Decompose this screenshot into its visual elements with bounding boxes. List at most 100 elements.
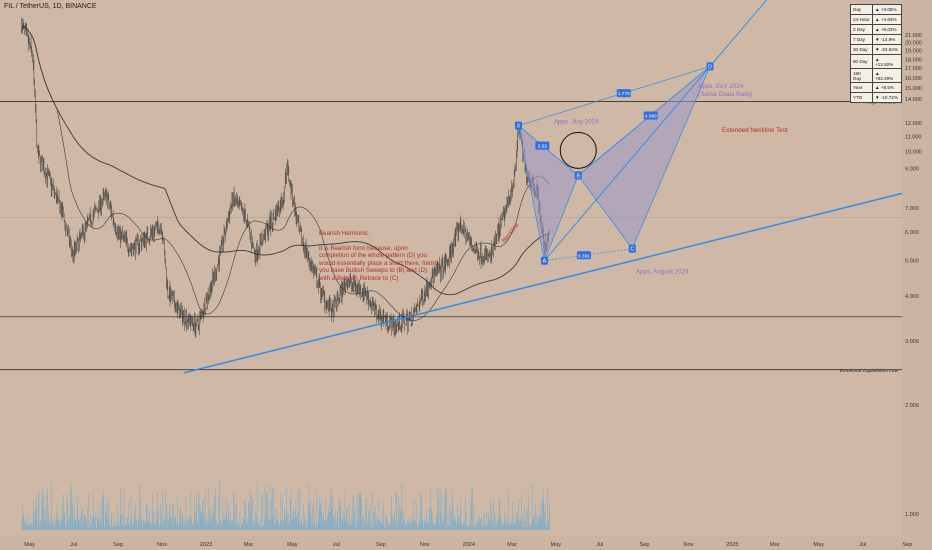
y-tick-label: 1.000 [905,512,919,518]
symbol-header: FIL / TetherUS, 1D, BINANCE [4,3,97,10]
performance-row: 7 Day ▼ -14.9% [850,34,902,45]
moving-average-line [21,25,550,322]
pattern-line-bd [578,66,711,176]
y-tick-label: 11.000 [905,135,921,141]
x-tick-label: Nov [157,542,167,548]
y-tick-label: 4.000 [905,294,919,300]
performance-value: ▲ +8.5% [872,82,902,93]
x-tick-label: Nov [420,542,430,548]
y-tick-label: 10.000 [905,150,922,156]
point-marker [574,171,582,180]
pattern-point-c: C [628,244,636,253]
pattern-note: Appx. EoY 2024 [698,83,744,90]
ratio-value: 0.52 [538,144,548,150]
note-body: It is Bearish form because, upon complet… [319,244,438,282]
pattern-line-ac [544,248,633,262]
target-circle [559,131,597,169]
point-marker [514,121,522,130]
performance-row: 3 Day ▲ +5.03% [850,24,902,35]
pattern-point-a: A [540,256,548,265]
ratio-box: 0.52 [535,141,550,150]
point-marker [706,62,714,71]
ratio-box: 1.779 [616,89,631,98]
y-tick-label: 12.000 [905,121,922,127]
y-tick-label: 5.000 [905,259,919,265]
point-label: C [630,247,634,253]
performance-period: Year [850,82,873,93]
y-tick-label: 3.000 [905,339,919,345]
performance-value: ▼ -14.9% [872,34,902,45]
neckline-label: Neckline [502,222,521,244]
ratio-box-bg [616,89,631,98]
performance-row: YTD ▼ -10.72% [850,92,902,103]
performance-period: 30 Day [850,44,873,55]
performance-value: ▲ +4.64% [872,14,902,25]
x-tick-label: Jul [333,542,340,548]
pattern-point-d: D [706,62,714,71]
ratio-value: 4.089 [645,113,657,119]
performance-period: 90 Day [850,54,873,69]
point-label: B [577,173,581,179]
x-tick-label: Sep [113,542,123,548]
ratio-box-bg [643,111,658,120]
performance-value: ▲ +82.49% [872,68,902,83]
y-tick-label: 17.000 [905,66,922,72]
x-tick-label: Jul [70,542,77,548]
level-label: Emotional Capitulation Low [840,368,899,374]
x-tick-label: Sep [640,542,650,548]
pattern-point-b: B [574,171,582,180]
ratio-box-bg [535,141,550,150]
performance-row: 24-Hour ▲ +4.64% [850,14,902,25]
x-tick-label: Sep [376,542,386,548]
point-label: D [708,64,712,70]
pattern-note: (Santa Claus Rally) [698,91,752,98]
pattern-line-xb [518,125,579,176]
x-tick-label: 2023 [200,542,212,548]
performance-row: 90 Day ▲ +12.92% [850,54,902,69]
ratio-box: 0.391 [576,251,591,260]
performance-period: 3 Day [850,24,873,35]
x-tick-label: 2024 [463,542,475,548]
x-tick-label: Jul [859,542,866,548]
performance-period: 180 Day [850,68,873,83]
time-scale-bg [0,536,932,550]
x-tick-label: Mar [770,542,780,548]
performance-value: ▲ +3.05% [872,4,902,15]
performance-row: Day ▲ +3.05% [850,4,902,15]
ratio-value: 0.391 [578,253,590,259]
pattern-note: Appx. July 2024 [554,118,599,125]
performance-row: 180 Day ▲ +82.49% [850,68,902,83]
x-tick-label: May [287,542,298,548]
performance-period: Day [850,4,873,15]
ratio-box-bg [576,251,591,260]
performance-table: Day ▲ +3.05% 24-Hour ▲ +4.64% 3 Day ▲ +5.03% 7… [850,4,902,103]
note-title: Bearish Harmonic: [319,230,370,237]
point-marker [628,244,636,253]
y-tick-label: 9.000 [905,166,919,172]
ratio-box: 4.089 [643,111,658,120]
performance-row: Year ▲ +8.5% [850,82,902,93]
pattern-note: Extended Neckline Test [722,127,788,134]
ratio-value: 1.779 [618,91,630,97]
y-tick-label: 16.000 [905,76,922,82]
x-tick-label: May [551,542,562,548]
x-tick-label: Mar [244,542,254,548]
performance-period: 7 Day [850,34,873,45]
y-tick-label: 14.000 [905,97,922,103]
moving-average-line [21,25,550,296]
point-label: X [517,124,521,130]
y-tick-label: 7.000 [905,206,919,212]
performance-value: ▲ +12.92% [872,54,902,69]
x-tick-label: Jul [596,542,603,548]
neckline [183,186,929,374]
x-tick-label: May [24,542,35,548]
performance-value: ▼ -10.72% [872,92,902,103]
pattern-triangle-bcd [577,66,711,250]
pattern-point-x: X [514,121,522,130]
performance-value: ▲ +5.03% [872,24,902,35]
x-tick-label: May [813,542,824,548]
extended-trend-line [544,0,768,262]
y-tick-label: 2.000 [905,403,919,409]
pattern-note: Appx. August 2024 [636,269,689,276]
